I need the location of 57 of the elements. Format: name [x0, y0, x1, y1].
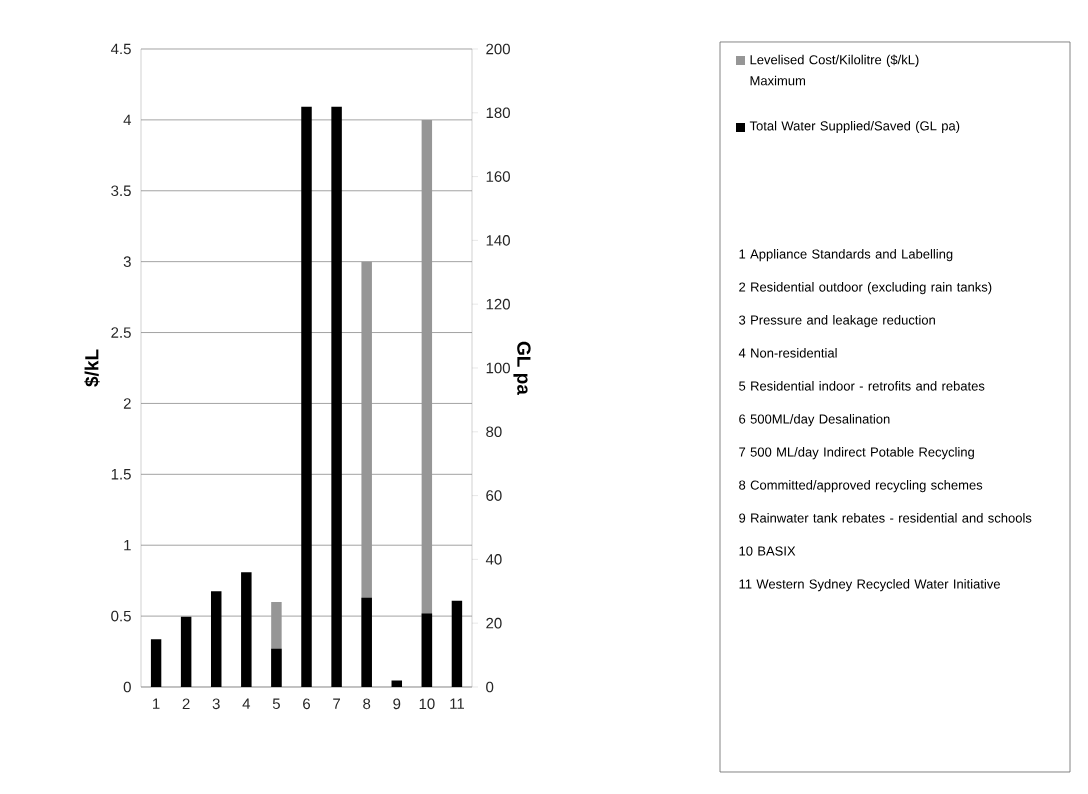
text: 11 Western Sydney Recycled Water Initiative	[739, 579, 1000, 592]
y2-axis-title: GL pa	[513, 341, 531, 396]
y-tick-label: 4.5	[110, 43, 131, 55]
x-tick-label: 10	[419, 698, 435, 710]
text: 1 Appliance Standards and Labelling	[739, 249, 953, 262]
x-tick-label: 8	[363, 698, 371, 710]
y2-tick-label: 180	[486, 107, 510, 119]
bar	[210, 591, 222, 687]
text: 10 BASIX	[739, 546, 796, 556]
x-tick-label: 3	[212, 698, 220, 710]
x-tick-label: 7	[333, 698, 341, 709]
x-tick-label: 4	[242, 698, 251, 709]
y-tick-label: 0	[123, 681, 131, 693]
bar	[301, 106, 312, 687]
bar	[421, 613, 433, 687]
bar	[391, 680, 403, 687]
y2-tick-label: 20	[486, 617, 502, 629]
y-tick-label: 0.5	[111, 610, 131, 622]
x-tick-label: 9	[393, 698, 401, 710]
text: 5 Residential indoor - retrofits and rebates	[739, 381, 985, 391]
text: 9 Rainwater tank rebates - residential and schools	[739, 513, 1032, 523]
y-tick-label: 1	[124, 540, 131, 551]
y2-tick-label: 40	[485, 554, 502, 565]
text: 7 500 ML/day Indirect Potable Recycling	[739, 447, 974, 460]
bar	[331, 106, 342, 687]
bar	[361, 597, 372, 687]
y2-tick-label: 200	[486, 43, 510, 55]
y-tick-label: 4	[123, 114, 132, 126]
x-tick-label: 1	[153, 698, 160, 709]
legend-label: Total Water Supplied/Saved (GL pa)	[749, 120, 960, 134]
y-tick-label: 3	[123, 256, 131, 267]
legend-label: Levelised Cost/Kilolitre ($/kL) Maximum	[750, 54, 919, 86]
y2-tick-label: 160	[486, 171, 510, 182]
text: 8 Committed/approved recycling schemes	[739, 480, 983, 493]
y-axis-title: $/kL	[84, 349, 100, 387]
x-tick-label: 5	[272, 698, 280, 709]
y-tick-label: 2.5	[111, 327, 131, 338]
text: 6 500ML/day Desalination	[739, 414, 890, 427]
bar	[180, 616, 192, 687]
y2-tick-label: 100	[486, 362, 510, 374]
text: 3 Pressure and leakage reduction	[739, 315, 935, 328]
y2-tick-label: 80	[486, 426, 502, 438]
y-tick-label: 2	[123, 398, 131, 409]
y2-tick-label: 0	[486, 681, 494, 693]
text: 4 Non-residential	[738, 348, 837, 358]
bar	[451, 600, 463, 687]
bar	[150, 639, 162, 687]
text: 2 Residential outdoor (excluding rain tanks)	[739, 282, 992, 295]
x-tick-label: 11	[450, 698, 465, 709]
x-tick-label: 2	[182, 698, 190, 709]
x-tick-label: 6	[303, 698, 311, 710]
bar	[241, 572, 252, 687]
y2-tick-label: 120	[486, 298, 510, 310]
y2-tick-label: 60	[486, 490, 502, 501]
y-tick-label: 3.5	[111, 185, 131, 197]
y-tick-label: 1.5	[111, 469, 131, 480]
y2-tick-label: 140	[486, 235, 510, 246]
